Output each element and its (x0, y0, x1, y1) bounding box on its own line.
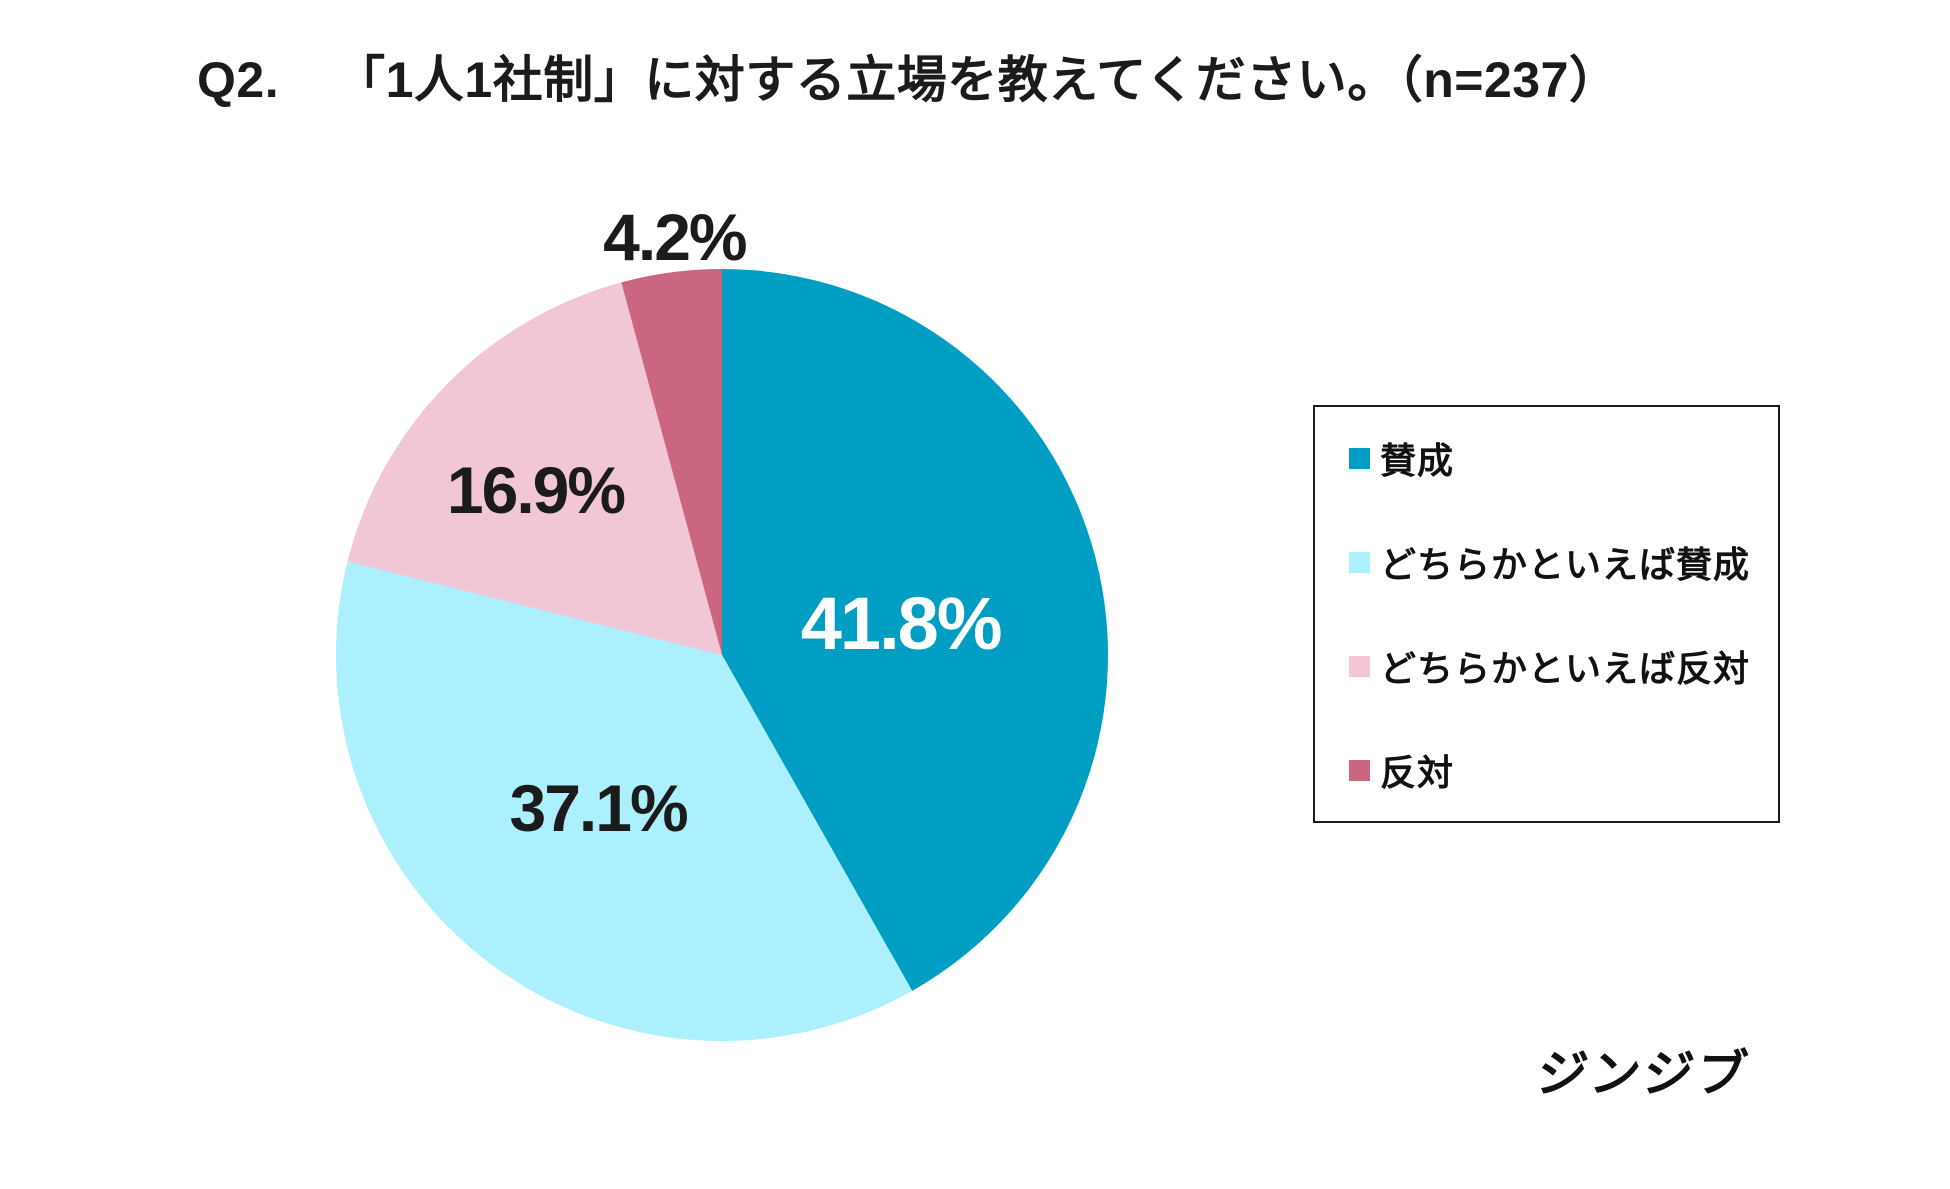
legend-item-oppose: 反対 (1349, 749, 1762, 793)
legend-label-somewhat-approve: どちらかといえば賛成 (1380, 544, 1751, 585)
legend-label-somewhat-oppose: どちらかといえば反対 (1380, 648, 1751, 689)
legend: 賛成 どちらかといえば賛成 どちらかといえば反対 反対 (1313, 405, 1780, 823)
pie-value-label-2: 16.9% (447, 453, 624, 527)
question-number: Q2. (197, 52, 280, 108)
pie-slice-2 (347, 282, 722, 655)
legend-label-approve: 賛成 (1380, 440, 1455, 481)
pie-value-label-0: 41.8% (801, 582, 1001, 665)
pie-slice-3 (621, 269, 722, 655)
question-text: 「1人1社制」に対する立場を教えてください。（n=237） (335, 52, 1620, 108)
pie-value-label-3: 4.2% (603, 200, 746, 274)
brand-logo: ジンジブ (1533, 1046, 1754, 1102)
pie-slice-1 (336, 561, 913, 1041)
legend-swatch-somewhat-approve (1349, 551, 1370, 573)
legend-swatch-somewhat-oppose (1349, 655, 1370, 677)
legend-label-oppose: 反対 (1380, 752, 1455, 793)
pie-value-label-1: 37.1% (510, 771, 687, 845)
pie-slice-0 (722, 269, 1108, 991)
legend-item-somewhat-oppose: どちらかといえば反対 (1349, 645, 1762, 689)
legend-swatch-approve (1349, 447, 1370, 469)
legend-item-somewhat-approve: どちらかといえば賛成 (1349, 541, 1762, 585)
legend-item-approve: 賛成 (1349, 437, 1762, 481)
legend-swatch-oppose (1349, 759, 1370, 781)
chart-title: Q2. 「1人1社制」に対する立場を教えてください。（n=237） (197, 40, 1619, 112)
